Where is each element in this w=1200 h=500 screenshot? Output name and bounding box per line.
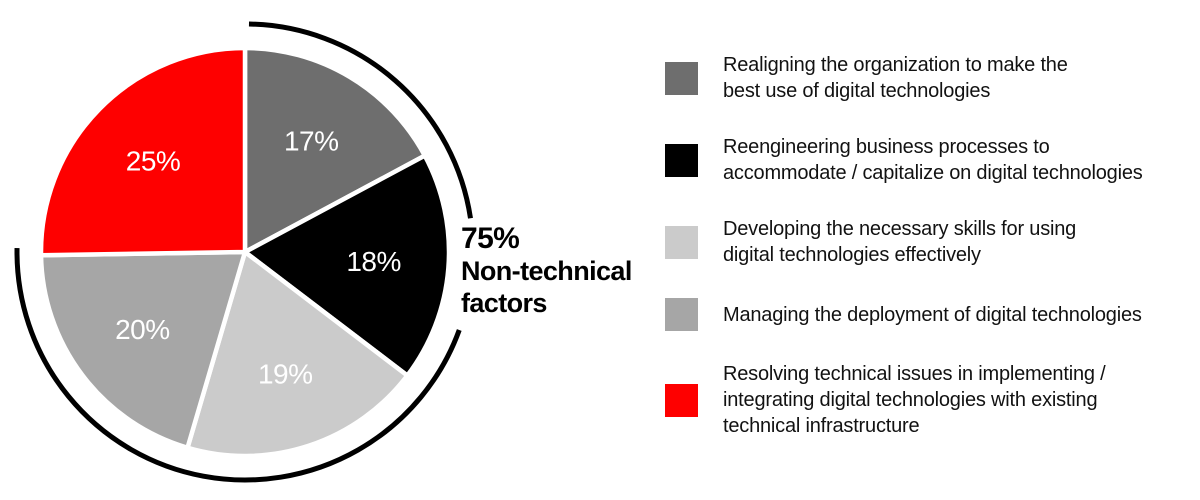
legend-label-line: Realigning the organization to make the: [723, 54, 1068, 76]
pie-slice-label: 25%: [126, 146, 181, 177]
legend-label: Managing the deployment of digital techn…: [723, 302, 1142, 328]
legend-label-line: technical infrastructure: [723, 415, 920, 437]
legend-label-line: Resolving technical issues in implementi…: [723, 363, 1106, 385]
pie-slice-label: 19%: [258, 359, 313, 390]
pie-slice-25pct: [38, 45, 248, 258]
pie-slice-label: 20%: [115, 314, 170, 345]
pie-slice-17pct: [242, 45, 428, 255]
legend-item-5: Resolving technical issues in implementi…: [665, 361, 1143, 439]
legend-item-4: Managing the deployment of digital techn…: [665, 298, 1143, 331]
annotation-arc-segment: [248, 21, 473, 219]
legend-item-3: Developing the necessary skills for usin…: [665, 216, 1143, 268]
legend-item-1: Realigning the organization to make the b…: [665, 52, 1143, 104]
pie-slice-label: 18%: [346, 246, 401, 277]
legend-swatch: [665, 298, 698, 331]
legend-label-line: Developing the necessary skills for usin…: [723, 218, 1077, 240]
pie-slice-label: 17%: [284, 125, 339, 156]
legend-swatch: [665, 225, 698, 259]
legend-item-2: Reengineering business processes to accom…: [665, 134, 1143, 186]
arc-annotation: 75% Non-technical factors: [461, 221, 632, 320]
legend-label-line: Reengineering business processes to: [723, 136, 1050, 158]
legend-swatch: [665, 61, 698, 95]
legend-label-line: Managing the deployment of digital techn…: [723, 303, 1142, 326]
legend-swatch: [665, 383, 698, 417]
pie-slice-19pct: [185, 249, 410, 459]
annotation-line: Non-technical: [461, 256, 632, 287]
legend-swatch: [665, 143, 698, 177]
legend-label: Developing the necessary skills for usin…: [723, 216, 1076, 268]
legend: Realigning the organization to make the b…: [665, 52, 1143, 439]
legend-label-line: integrating digital technologies with ex…: [723, 389, 1098, 411]
pie-slice-20pct: [38, 249, 248, 450]
legend-label: Resolving technical issues in implementi…: [723, 361, 1106, 439]
annotation-arc-segment: [14, 247, 462, 483]
pie-slice-18pct: [242, 153, 452, 378]
annotation-line: factors: [461, 288, 547, 319]
legend-label: Reengineering business processes to accom…: [723, 134, 1143, 186]
legend-label-line: best use of digital technologies: [723, 80, 991, 102]
legend-label: Realigning the organization to make the b…: [723, 52, 1068, 104]
legend-label-line: accommodate / capitalize on digital tech…: [723, 162, 1143, 184]
legend-label-line: digital technologies effectively: [723, 244, 981, 266]
annotation-percent: 75%: [461, 222, 520, 255]
